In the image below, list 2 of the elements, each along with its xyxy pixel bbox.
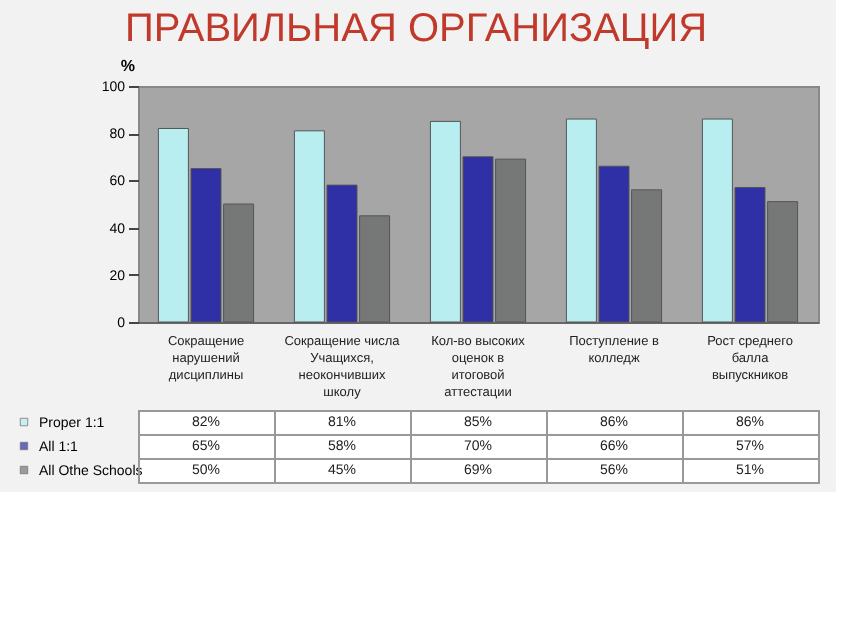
chart-title: ПРАВИЛЬНАЯ ОРГАНИЗАЦИЯ [124, 7, 708, 51]
y-axis-title: % [120, 57, 135, 75]
